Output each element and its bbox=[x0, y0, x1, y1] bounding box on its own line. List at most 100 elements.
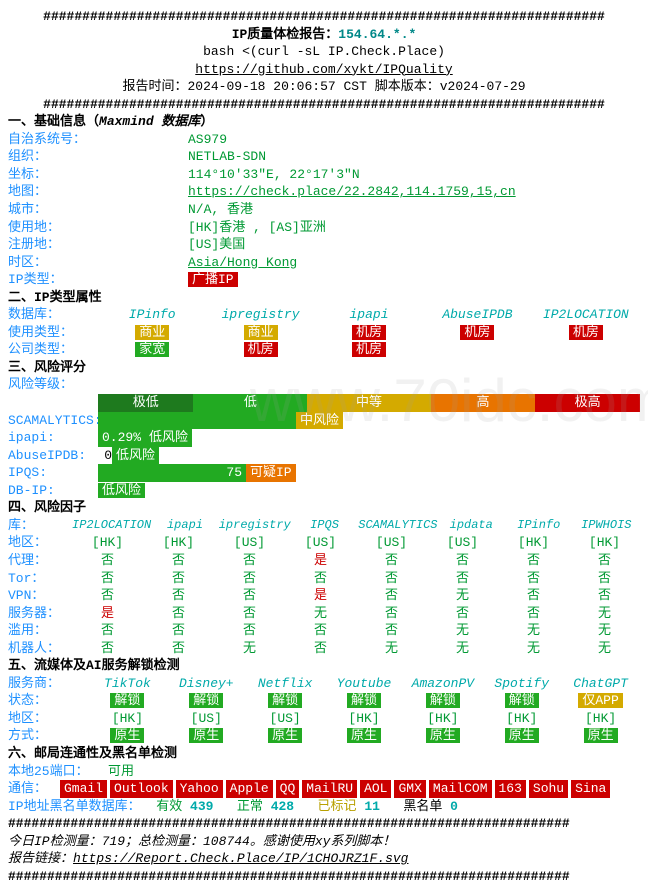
s2-col: IP2LOCATION bbox=[532, 306, 640, 324]
port-lbl: 本地25端口： bbox=[8, 763, 108, 781]
dbip-lbl: DB-IP: bbox=[8, 482, 98, 500]
s4-cell: 否 bbox=[569, 570, 640, 588]
s2-col: AbuseIPDB bbox=[423, 306, 531, 324]
hashline-2: ########################################… bbox=[8, 96, 640, 114]
bl-ol: 正常 bbox=[237, 798, 263, 816]
use-val: [HK]香港 , [AS]亚洲 bbox=[188, 219, 326, 237]
type-lbl: IP类型： bbox=[8, 271, 188, 289]
city-val: N/A, 香港 bbox=[188, 201, 253, 219]
org-lbl: 组织： bbox=[8, 148, 188, 166]
scam-bar bbox=[98, 412, 296, 430]
bl-bl: 黑名单 bbox=[403, 798, 442, 816]
s4-cell: 否 bbox=[498, 552, 569, 570]
method-badge: 原生 bbox=[189, 728, 223, 743]
s4-cell: 否 bbox=[569, 587, 640, 605]
region-val: [US] bbox=[246, 710, 325, 728]
status-badge: 解锁 bbox=[189, 693, 223, 708]
ipapi-bar: 0.29% bbox=[98, 429, 145, 447]
risk-level: 极高 bbox=[535, 394, 640, 412]
tz-lbl: 时区： bbox=[8, 254, 188, 272]
s4-cell: 否 bbox=[285, 570, 356, 588]
coord-val: 114°10'33"E, 22°17'3"N bbox=[188, 166, 360, 184]
s4-col: IPQS bbox=[291, 517, 359, 535]
s4-header: 库： IP2LOCATIONipapiipregistryIPQSSCAMALY… bbox=[8, 517, 640, 535]
s4-cell: 否 bbox=[427, 605, 498, 623]
usetype-badge: 机房 bbox=[352, 325, 386, 340]
risk-level: 高 bbox=[431, 394, 536, 412]
s4-cell: 否 bbox=[72, 570, 143, 588]
status-badge: 解锁 bbox=[110, 693, 144, 708]
s5-col: Spotify bbox=[482, 675, 561, 693]
s4-cell: 无 bbox=[498, 640, 569, 658]
s4-cell: 无 bbox=[285, 605, 356, 623]
s4-cell: 是 bbox=[285, 587, 356, 605]
scam-txt: 中风险 bbox=[296, 412, 343, 430]
s4-cell: [HK] bbox=[72, 534, 143, 552]
mail-badge: Sohu bbox=[529, 780, 568, 798]
mail-badge: MailCOM bbox=[429, 780, 492, 798]
s5-st-lbl: 状态： bbox=[8, 692, 88, 710]
bl-on: 428 bbox=[271, 798, 294, 816]
s4-cell: 否 bbox=[214, 605, 285, 623]
s5-col: TikTok bbox=[88, 675, 167, 693]
s4-cell: 否 bbox=[214, 622, 285, 640]
s4-cell: 否 bbox=[356, 587, 427, 605]
s4-cell: [US] bbox=[356, 534, 427, 552]
s4-row-lbl: 代理： bbox=[8, 552, 72, 570]
method-badge: 原生 bbox=[426, 728, 460, 743]
coord-lbl: 坐标： bbox=[8, 166, 188, 184]
map-link[interactable]: https://check.place/22.2842,114.1759,15,… bbox=[188, 183, 516, 201]
scam-lbl: SCAMALYTICS: bbox=[8, 412, 98, 430]
hashline-3: ########################################… bbox=[8, 815, 640, 833]
header-title-row: IP质量体检报告：154.64.*.* bbox=[8, 26, 640, 44]
method-badge: 原生 bbox=[347, 728, 381, 743]
ip-address: 154.64.*.* bbox=[338, 27, 416, 42]
s4-cell: [HK] bbox=[143, 534, 214, 552]
s4-row-lbl: Tor： bbox=[8, 570, 72, 588]
abuse-pre: 0 bbox=[98, 447, 112, 465]
github-link[interactable]: https://github.com/xykt/IPQuality bbox=[8, 61, 640, 79]
section6-title: 六、邮局连通性及黑名单检测 bbox=[8, 745, 640, 763]
s4-row: 服务器：是否否无否否否无 bbox=[8, 605, 640, 623]
s4-col: IPinfo bbox=[505, 517, 573, 535]
risk-level: 极低 bbox=[98, 394, 193, 412]
s4-cell: 否 bbox=[214, 587, 285, 605]
abuse-lbl: AbuseIPDB: bbox=[8, 447, 98, 465]
risk-level: 低 bbox=[193, 394, 307, 412]
status-badge: 解锁 bbox=[268, 693, 302, 708]
s2-col: ipapi bbox=[315, 306, 423, 324]
s4-cell: 否 bbox=[143, 587, 214, 605]
section3-title: 三、风险评分 bbox=[8, 359, 640, 377]
usetype-badge: 机房 bbox=[569, 325, 603, 340]
s4-row: VPN：否否否是否无否否 bbox=[8, 587, 640, 605]
bl-mn: 11 bbox=[364, 798, 380, 816]
report-link[interactable]: https://Report.Check.Place/IP/1CHOJRZ1F.… bbox=[73, 851, 408, 866]
s5-col: ChatGPT bbox=[561, 675, 640, 693]
s5-col: AmazonPV bbox=[403, 675, 482, 693]
s5-col: Netflix bbox=[246, 675, 325, 693]
s4-cell: 无 bbox=[427, 640, 498, 658]
region-val: [HK] bbox=[88, 710, 167, 728]
s4-col: IPWHOIS bbox=[573, 517, 641, 535]
s4-cell: 无 bbox=[214, 640, 285, 658]
s4-cell: [US] bbox=[214, 534, 285, 552]
s4-row-lbl: 地区： bbox=[8, 534, 72, 552]
s4-cell: 否 bbox=[214, 552, 285, 570]
tz-val: Asia/Hong_Kong bbox=[188, 254, 297, 272]
bl-vl: 有效 bbox=[156, 798, 182, 816]
s4-db-lbl: 库： bbox=[8, 517, 72, 535]
time-val: 2024-09-18 20:06:57 CST bbox=[187, 79, 366, 94]
bash-cmd: bash <(curl -sL IP.Check.Place) bbox=[8, 43, 640, 61]
s4-cell: 否 bbox=[143, 622, 214, 640]
s4-cell: 否 bbox=[72, 587, 143, 605]
s4-row-lbl: VPN： bbox=[8, 587, 72, 605]
s5-col: Disney+ bbox=[167, 675, 246, 693]
s2-usetype: 使用类型： 商业商业机房机房机房 bbox=[8, 324, 640, 342]
s5-rg-lbl: 地区： bbox=[8, 710, 88, 728]
mail-badge: QQ bbox=[276, 780, 300, 798]
s4-cell: 否 bbox=[427, 570, 498, 588]
s4-cell: 否 bbox=[285, 640, 356, 658]
time-prefix: 报告时间： bbox=[122, 79, 187, 94]
s4-cell: 否 bbox=[143, 605, 214, 623]
ipapi-lbl: ipapi: bbox=[8, 429, 98, 447]
